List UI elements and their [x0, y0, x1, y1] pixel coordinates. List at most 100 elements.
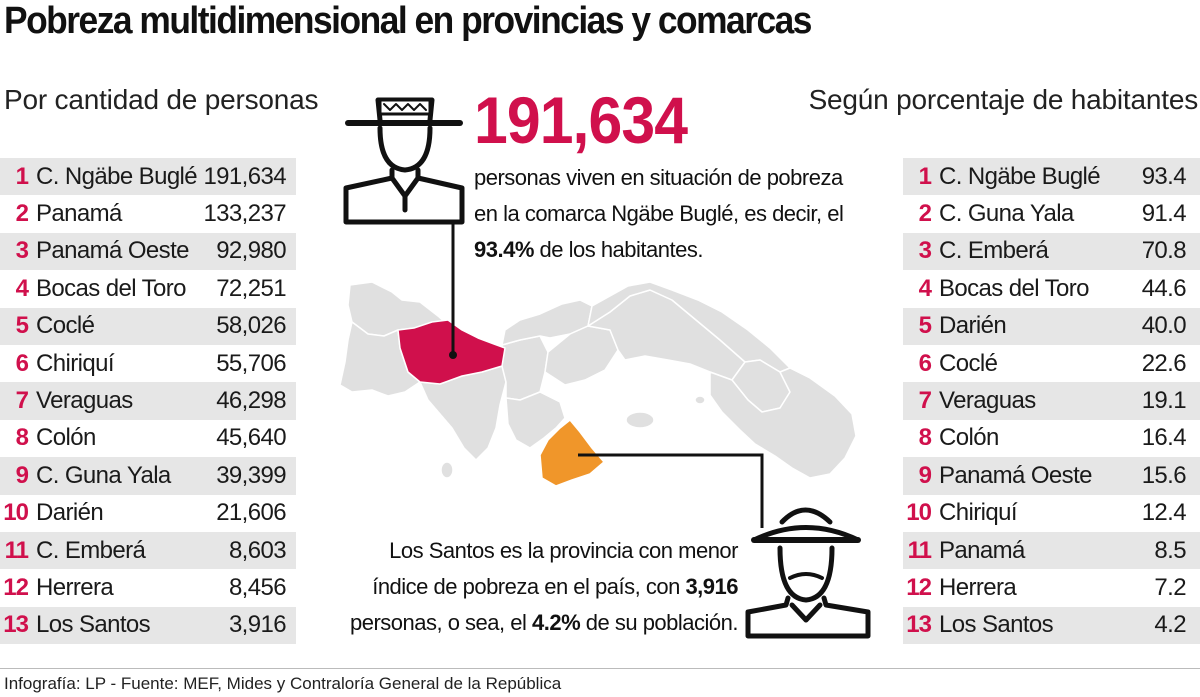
row-name: C. Guna Yala [939, 200, 1074, 228]
row-rank: 13 [906, 611, 932, 639]
table-row: 11 C. Emberá 8,603 [0, 531, 296, 570]
highlight-bottom-line3: personas, o sea, el 4.2% de su población… [320, 605, 739, 641]
row-name: Bocas del Toro [36, 274, 187, 302]
row-name: Herrera [36, 573, 114, 601]
row-rank: 7 [918, 387, 932, 415]
row-rank: 2 [918, 200, 932, 228]
footer-divider [0, 668, 1200, 669]
map-island [440, 461, 454, 479]
row-value: 12.4 [1141, 499, 1187, 527]
table-row: 8 Colón 45,640 [0, 420, 296, 457]
page-title: Pobreza multidimensional en provincias y… [4, 0, 812, 42]
highlight-top-line1: personas viven en situación de pobreza [474, 165, 843, 190]
table-row: 8 Colón 16.4 [903, 420, 1200, 457]
highlight-bottom-count: 3,916 [685, 574, 738, 599]
row-rank: 3 [15, 237, 29, 265]
row-rank: 5 [15, 312, 29, 340]
row-value: 93.4 [1141, 162, 1187, 190]
farmer-with-sombrero-icon [745, 507, 871, 639]
row-value: 22.6 [1141, 349, 1187, 377]
row-name: C. Ngäbe Buglé [36, 162, 198, 190]
row-value: 46,298 [216, 387, 286, 415]
row-name: Veraguas [939, 387, 1036, 415]
table-row: 7 Veraguas 46,298 [0, 382, 296, 420]
right-table-heading: Según porcentaje de habitantes [808, 84, 1199, 115]
table-row: 9 Panamá Oeste 15.6 [903, 457, 1200, 495]
left-table-heading: Por cantidad de personas [4, 84, 319, 115]
row-rank: 11 [907, 536, 932, 564]
row-name: C. Emberá [36, 536, 146, 564]
row-rank: 9 [918, 461, 932, 489]
table-row: 12 Herrera 8,456 [0, 569, 296, 606]
table-row: 12 Herrera 7.2 [903, 569, 1200, 606]
row-value: 21,606 [216, 499, 286, 527]
source-footer: Infografía: LP - Fuente: MEF, Mides y Co… [4, 674, 562, 693]
table-row: 9 C. Guna Yala 39,399 [0, 457, 296, 495]
row-rank: 4 [15, 274, 29, 302]
highlight-bottom-line2: índice de pobreza en el país, con 3,916 [320, 569, 738, 605]
row-rank: 3 [918, 237, 932, 265]
table-row: 4 Bocas del Toro 72,251 [0, 270, 296, 307]
highlight-top-line3: 93.4% de los habitantes. [474, 232, 843, 268]
row-value: 7.2 [1154, 573, 1186, 601]
table-row: 13 Los Santos 3,916 [0, 606, 296, 645]
row-name: Bocas del Toro [939, 274, 1090, 302]
row-value: 8.5 [1154, 536, 1186, 564]
table-row: 6 Coclé 22.6 [903, 345, 1200, 382]
row-name: Darién [36, 499, 104, 527]
table-row: 5 Coclé 58,026 [0, 307, 296, 345]
row-rank: 13 [3, 611, 29, 639]
row-name: Panamá [939, 536, 1025, 564]
table-row: 3 Panamá Oeste 92,980 [0, 232, 296, 271]
row-value: 91.4 [1141, 200, 1187, 228]
map-region-chiriqui [339, 321, 421, 397]
row-value: 40.0 [1141, 312, 1187, 340]
highlight-bottom-line2-pre: índice de pobreza en el país, con [372, 574, 686, 599]
row-name: Colón [939, 424, 999, 452]
row-rank: 8 [15, 424, 29, 452]
row-name: C. Guna Yala [36, 461, 171, 489]
panama-map [339, 281, 857, 487]
row-rank: 2 [15, 200, 29, 228]
row-name: Darién [939, 312, 1007, 340]
map-region-herrera [505, 391, 566, 449]
row-name: Colón [36, 424, 96, 452]
highlight-bottom-percent: 4.2% [532, 610, 581, 635]
row-name: Veraguas [36, 387, 133, 415]
highlight-number: 191,634 [474, 83, 688, 157]
row-value: 44.6 [1141, 274, 1187, 302]
row-value: 16.4 [1141, 424, 1187, 452]
row-rank: 6 [918, 349, 932, 377]
indigenous-man-with-hat-icon [343, 97, 465, 225]
highlight-bottom-line3-pre: personas, o sea, el [349, 610, 532, 635]
table-row: 10 Darién 21,606 [0, 495, 296, 532]
row-name: Herrera [939, 573, 1017, 601]
row-name: C. Emberá [939, 237, 1049, 265]
table-row: 10 Chiriquí 12.4 [903, 495, 1200, 532]
row-name: Los Santos [36, 611, 151, 639]
table-row: 1 C. Ngäbe Buglé 191,634 [0, 158, 296, 196]
row-value: 39,399 [216, 461, 286, 489]
row-name: Panamá Oeste [939, 461, 1092, 489]
table-row: 7 Veraguas 19.1 [903, 382, 1200, 420]
highlight-bottom-text: Los Santos es la provincia con menor índ… [320, 533, 739, 641]
row-name: Chiriquí [36, 349, 115, 377]
row-rank: 12 [3, 573, 29, 601]
highlight-top-percent: 93.4% [474, 237, 534, 262]
row-value: 4.2 [1154, 611, 1186, 639]
row-value: 45,640 [216, 424, 286, 452]
callout-line-bottom [578, 453, 764, 528]
highlight-bottom-line3-post: de su población. [580, 610, 739, 635]
table-row: 6 Chiriquí 55,706 [0, 345, 296, 382]
row-name: Chiriquí [939, 499, 1018, 527]
row-rank: 6 [15, 349, 29, 377]
row-name: Los Santos [939, 611, 1054, 639]
row-rank: 5 [918, 312, 932, 340]
row-rank: 1 [15, 162, 29, 190]
row-rank: 7 [15, 387, 29, 415]
row-value: 8,456 [228, 573, 287, 601]
right-ranking-table: 1 C. Ngäbe Buglé 93.4 2 C. Guna Yala 91.4 3 C. … [903, 158, 1200, 645]
table-row: 2 C. Guna Yala 91.4 [903, 195, 1200, 232]
row-rank: 11 [4, 536, 29, 564]
row-rank: 8 [918, 424, 932, 452]
